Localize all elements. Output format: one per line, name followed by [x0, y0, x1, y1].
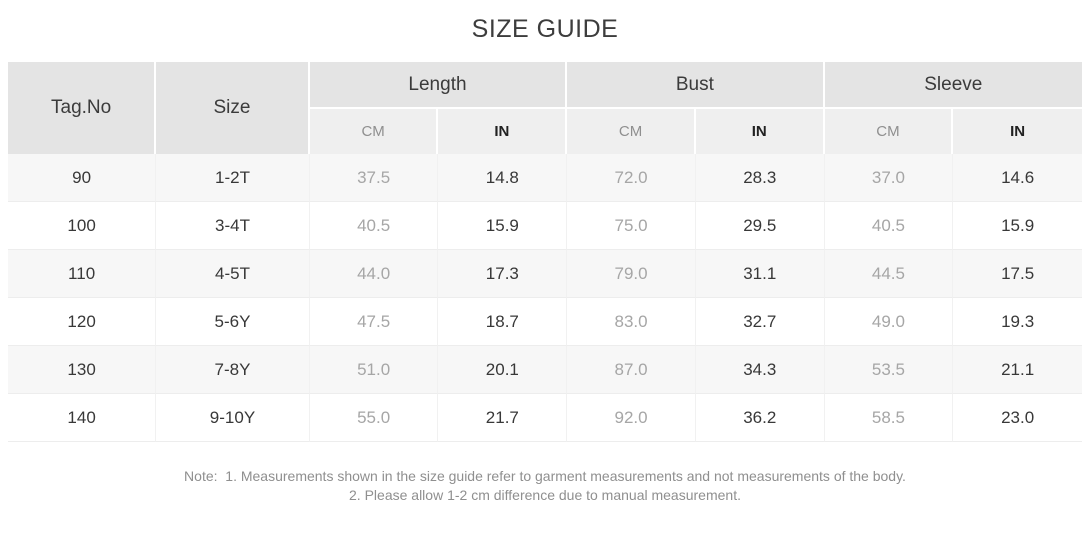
bust-in-cell: 34.3	[695, 346, 825, 394]
bust-cm-cell: 92.0	[567, 394, 696, 442]
col-header-tag-no: Tag.No	[8, 62, 157, 154]
size-cell: 5-6Y	[156, 298, 310, 346]
col-group-length: Length	[309, 62, 568, 109]
sleeve-in-cell: 21.1	[953, 346, 1082, 394]
sleeve-in-header: IN	[953, 109, 1082, 154]
size-cell: 4-5T	[156, 250, 310, 298]
bust-in-header: IN	[695, 109, 825, 154]
table-row: 120 5-6Y 47.5 18.7 83.0 32.7 49.0 19.3	[8, 298, 1082, 346]
bust-cm-cell: 75.0	[567, 202, 696, 250]
table-body: 90 1-2T 37.5 14.8 72.0 28.3 37.0 14.6 10…	[8, 154, 1082, 442]
length-cm-cell: 47.5	[309, 298, 439, 346]
sleeve-in-cell: 15.9	[953, 202, 1082, 250]
sleeve-cm-header: CM	[824, 109, 954, 154]
length-in-header: IN	[438, 109, 568, 154]
col-group-bust: Bust	[567, 62, 825, 109]
col-header-size: Size	[156, 62, 310, 154]
page-title: SIZE GUIDE	[471, 15, 619, 43]
sleeve-in-cell: 23.0	[953, 394, 1082, 442]
length-in-cell: 20.1	[438, 346, 568, 394]
bust-cm-cell: 83.0	[567, 298, 696, 346]
tag-cell: 90	[8, 154, 157, 202]
length-cm-cell: 51.0	[309, 346, 439, 394]
table-row: 100 3-4T 40.5 15.9 75.0 29.5 40.5 15.9	[8, 202, 1082, 250]
tag-cell: 140	[8, 394, 157, 442]
sleeve-cm-cell: 37.0	[824, 154, 954, 202]
length-in-cell: 21.7	[438, 394, 568, 442]
length-in-cell: 14.8	[438, 154, 568, 202]
note: Note: 1. Measurements shown in the size …	[0, 467, 1090, 505]
bust-in-cell: 29.5	[695, 202, 825, 250]
sleeve-cm-cell: 49.0	[824, 298, 954, 346]
sleeve-in-cell: 19.3	[953, 298, 1082, 346]
unit-header-row: CM IN CM IN CM IN	[8, 109, 1082, 154]
length-cm-cell: 55.0	[309, 394, 439, 442]
bust-cm-cell: 79.0	[567, 250, 696, 298]
length-cm-cell: 40.5	[309, 202, 439, 250]
sleeve-cm-cell: 40.5	[824, 202, 954, 250]
tag-cell: 100	[8, 202, 157, 250]
sleeve-in-cell: 14.6	[953, 154, 1082, 202]
tag-cell: 120	[8, 298, 157, 346]
size-cell: 9-10Y	[156, 394, 310, 442]
length-in-cell: 17.3	[438, 250, 568, 298]
note-line-1: Note: 1. Measurements shown in the size …	[184, 468, 906, 484]
note-line-2: 2. Please allow 1-2 cm difference due to…	[349, 487, 741, 503]
length-cm-cell: 44.0	[309, 250, 439, 298]
length-in-cell: 18.7	[438, 298, 568, 346]
bust-in-cell: 32.7	[695, 298, 825, 346]
size-guide-table: Tag.No Size Length Bust Sleeve CM IN CM …	[8, 62, 1082, 442]
table-row: 140 9-10Y 55.0 21.7 92.0 36.2 58.5 23.0	[8, 394, 1082, 442]
length-cm-cell: 37.5	[309, 154, 439, 202]
bust-in-cell: 36.2	[695, 394, 825, 442]
table-row: 110 4-5T 44.0 17.3 79.0 31.1 44.5 17.5	[8, 250, 1082, 298]
group-header-row: Tag.No Size Length Bust Sleeve	[8, 62, 1082, 154]
table-row: 90 1-2T 37.5 14.8 72.0 28.3 37.0 14.6	[8, 154, 1082, 202]
table-row: 130 7-8Y 51.0 20.1 87.0 34.3 53.5 21.1	[8, 346, 1082, 394]
table-header: Tag.No Size Length Bust Sleeve CM IN CM …	[8, 62, 1082, 154]
sleeve-cm-cell: 58.5	[824, 394, 954, 442]
tag-cell: 130	[8, 346, 157, 394]
bust-in-cell: 28.3	[695, 154, 825, 202]
size-cell: 1-2T	[156, 154, 310, 202]
length-cm-header: CM	[309, 109, 439, 154]
bust-cm-cell: 87.0	[567, 346, 696, 394]
sleeve-cm-cell: 44.5	[824, 250, 954, 298]
col-group-sleeve: Sleeve	[824, 62, 1082, 109]
size-cell: 7-8Y	[156, 346, 310, 394]
sleeve-cm-cell: 53.5	[824, 346, 954, 394]
sleeve-in-cell: 17.5	[953, 250, 1082, 298]
size-cell: 3-4T	[156, 202, 310, 250]
bust-cm-cell: 72.0	[567, 154, 696, 202]
bust-in-cell: 31.1	[695, 250, 825, 298]
length-in-cell: 15.9	[438, 202, 568, 250]
bust-cm-header: CM	[567, 109, 696, 154]
tag-cell: 110	[8, 250, 157, 298]
